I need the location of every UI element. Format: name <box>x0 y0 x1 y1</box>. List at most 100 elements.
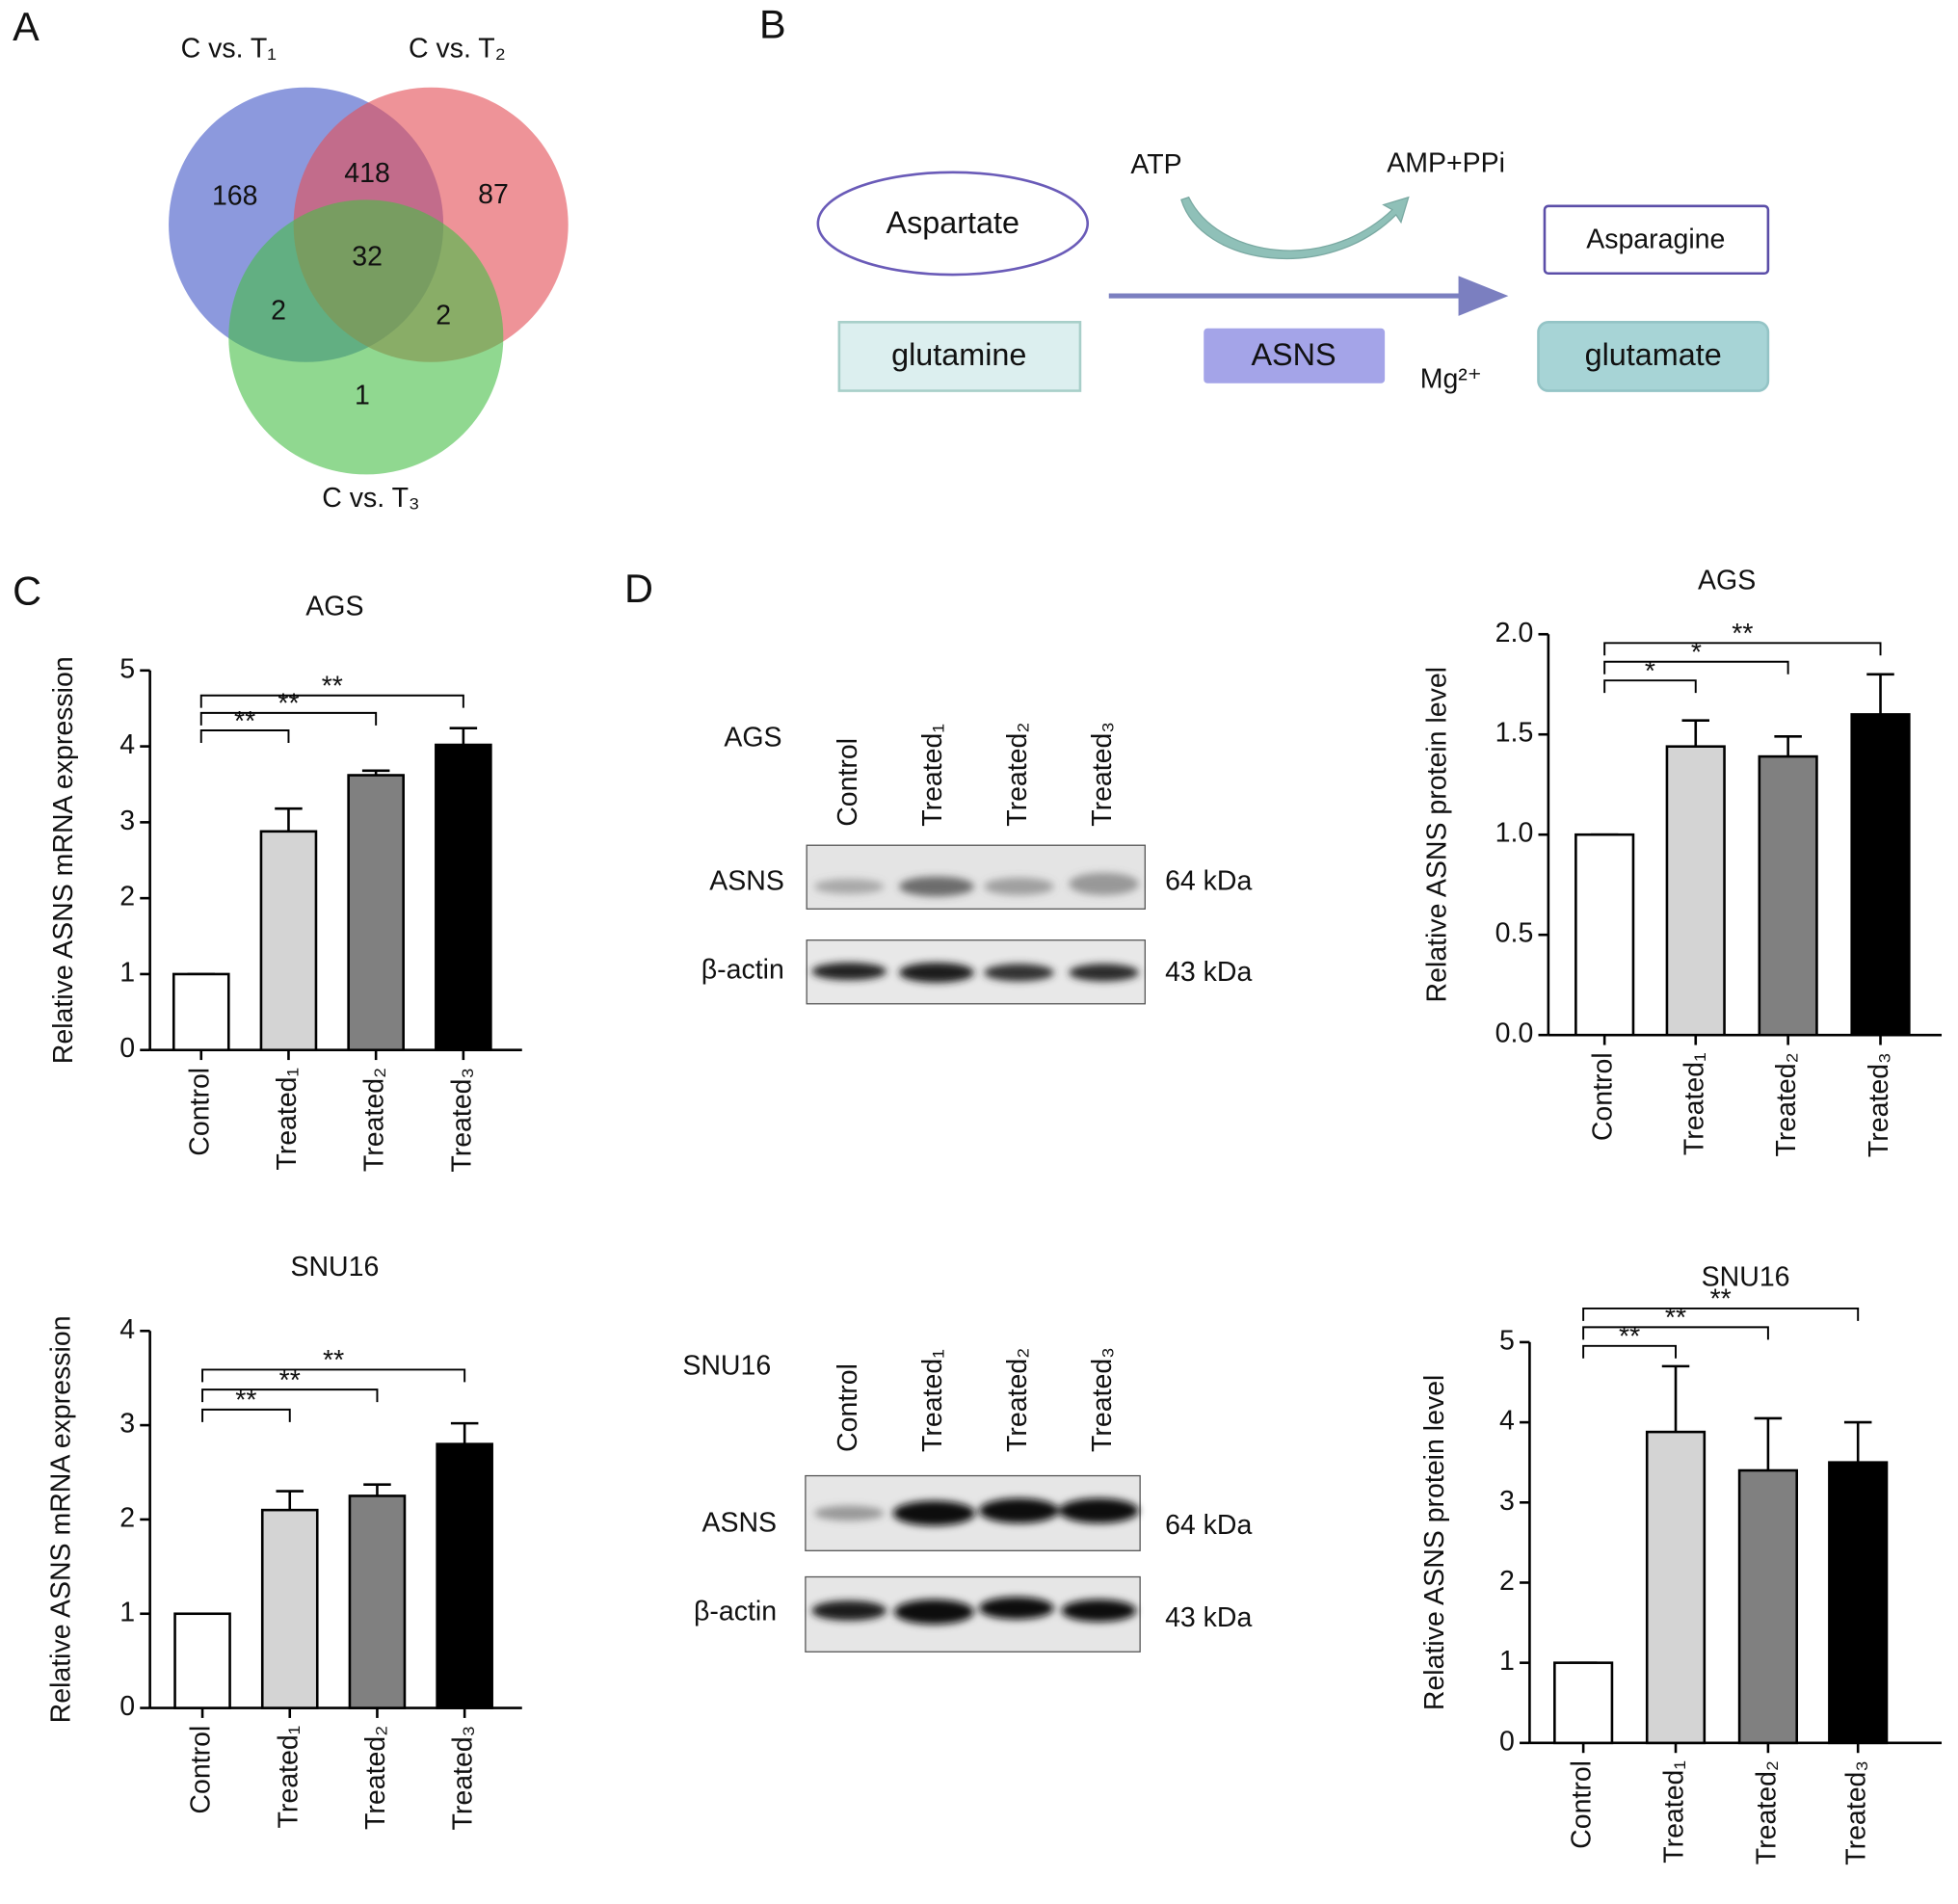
chart-title: SNU16 <box>290 1252 379 1283</box>
y-tick-label: 0.5 <box>1495 918 1534 949</box>
significance-bracket <box>199 694 464 708</box>
product: glutamate <box>1585 337 1722 372</box>
significance-label: ** <box>1619 1322 1640 1353</box>
protein-label: ASNS <box>709 866 784 897</box>
protein-label: ASNS <box>701 1508 777 1539</box>
significance-bracket <box>199 711 378 726</box>
y-tick-label: 0 <box>119 1691 135 1722</box>
blot-cell-line: SNU16 <box>682 1350 771 1381</box>
significance-label: ** <box>323 1345 344 1376</box>
pathway: Aspartate glutamine ATP AMP+PPi ASNS Mg²… <box>816 148 1770 395</box>
x-tick-label: Treated₁ <box>273 1726 304 1829</box>
lane-label: Treated₁ <box>917 1349 948 1452</box>
significance-label: ** <box>279 1365 301 1396</box>
size-label: 43 kDa <box>1165 957 1252 988</box>
y-tick-label: 2 <box>119 1502 135 1533</box>
significance-label: * <box>1691 637 1702 668</box>
x-tick-label: Control <box>184 1068 215 1156</box>
y-tick-label: 2 <box>1499 1566 1515 1597</box>
x-tick-label: Treated₃ <box>1841 1760 1872 1865</box>
y-tick-label: 1 <box>119 1597 135 1627</box>
product-shape <box>1537 321 1770 392</box>
y-tick-label: 1.5 <box>1495 718 1534 749</box>
venn-count: 2 <box>271 295 286 326</box>
cofactor-arrow <box>1180 196 1410 260</box>
x-tick-label: Treated₃ <box>446 1068 477 1173</box>
bar <box>259 830 318 1052</box>
bar <box>1828 1461 1889 1745</box>
y-tick-label: 1.0 <box>1495 818 1534 849</box>
y-tick-label: 0 <box>1499 1726 1515 1757</box>
x-tick-label: Control <box>186 1726 217 1814</box>
lane-label: Treated₃ <box>1087 1347 1118 1452</box>
significance-bracket <box>199 729 290 743</box>
y-tick-label: 1 <box>119 957 135 988</box>
blot: AGS Control Treated₁ Treated₂ Treated₃ A… <box>701 722 1253 1005</box>
venn-count: 2 <box>436 301 451 331</box>
y-tick-label: 2 <box>119 882 135 912</box>
x-tick-label: Treated₂ <box>359 1068 390 1172</box>
lane-label: Treated₃ <box>1087 722 1118 827</box>
venn-set-label: C vs. T₃ <box>322 483 419 514</box>
y-tick-label: 0.0 <box>1495 1018 1534 1049</box>
cofactor: ATP <box>1130 149 1181 180</box>
bar <box>1758 754 1818 1037</box>
significance-label: ** <box>322 671 343 701</box>
x-tick-label: Treated₁ <box>1659 1760 1690 1864</box>
size-label: 43 kDa <box>1165 1602 1252 1633</box>
significance-bracket <box>1582 1326 1769 1340</box>
bar <box>1645 1430 1707 1745</box>
y-axis-label: Relative ASNS protein level <box>1421 667 1452 1003</box>
substrate-shape <box>816 171 1090 277</box>
blot: SNU16 Control Treated₁ Treated₂ Treated₃… <box>682 1347 1253 1653</box>
significance-bracket <box>1582 1344 1677 1359</box>
venn-count: 168 <box>212 180 258 211</box>
significance-bracket <box>201 1368 466 1383</box>
venn-count: 87 <box>478 179 509 210</box>
y-tick-label: 4 <box>119 1314 135 1345</box>
bar <box>172 972 230 1052</box>
bar <box>1574 833 1635 1037</box>
blot-cell-line: AGS <box>724 723 781 754</box>
lane-label: Control <box>833 738 863 827</box>
chart-title: SNU16 <box>1702 1261 1790 1292</box>
bar <box>347 774 405 1052</box>
ion: Mg²⁺ <box>1420 364 1482 395</box>
x-tick-label: Control <box>1567 1760 1598 1849</box>
enzyme-shape <box>1204 328 1386 383</box>
x-tick-label: Treated₂ <box>1771 1052 1802 1156</box>
venn-count: 32 <box>352 242 383 273</box>
y-axis-label: Relative ASNS mRNA expression <box>45 1315 76 1723</box>
bar <box>173 1612 231 1709</box>
y-axis-label: Relative ASNS protein level <box>1419 1375 1450 1711</box>
significance-bracket <box>1582 1307 1860 1321</box>
bands <box>811 1497 1139 1625</box>
y-tick-label: 4 <box>1499 1406 1515 1437</box>
chart-title: AGS <box>1698 565 1756 595</box>
significance-bracket <box>1603 679 1697 694</box>
substrate: Aspartate <box>886 205 1020 240</box>
significance-label: ** <box>1665 1303 1686 1334</box>
bar <box>435 743 492 1052</box>
y-tick-label: 5 <box>1499 1325 1515 1356</box>
product-shape <box>1543 204 1770 276</box>
y-axis-label: Relative ASNS mRNA expression <box>48 656 79 1064</box>
venn: C vs. T₁ C vs. T₂ C vs. T₃ 168 87 1 418 … <box>169 33 569 514</box>
bands <box>811 872 1139 983</box>
panel-label: C <box>13 569 41 614</box>
substrate-shape <box>837 321 1082 392</box>
y-tick-label: 4 <box>119 729 135 760</box>
significance-label: ** <box>1710 1284 1732 1315</box>
venn-circle <box>228 199 504 475</box>
bar <box>1665 745 1726 1037</box>
size-label: 64 kDa <box>1165 1510 1252 1541</box>
bar <box>348 1494 407 1709</box>
substrate: glutamine <box>891 337 1026 372</box>
significance-bracket <box>1603 660 1789 674</box>
y-tick-label: 1 <box>1499 1646 1515 1677</box>
lane-label: Control <box>833 1363 863 1452</box>
significance-bracket <box>201 1408 291 1422</box>
y-tick-label: 3 <box>1499 1486 1515 1517</box>
protein-label: β-actin <box>701 955 784 986</box>
